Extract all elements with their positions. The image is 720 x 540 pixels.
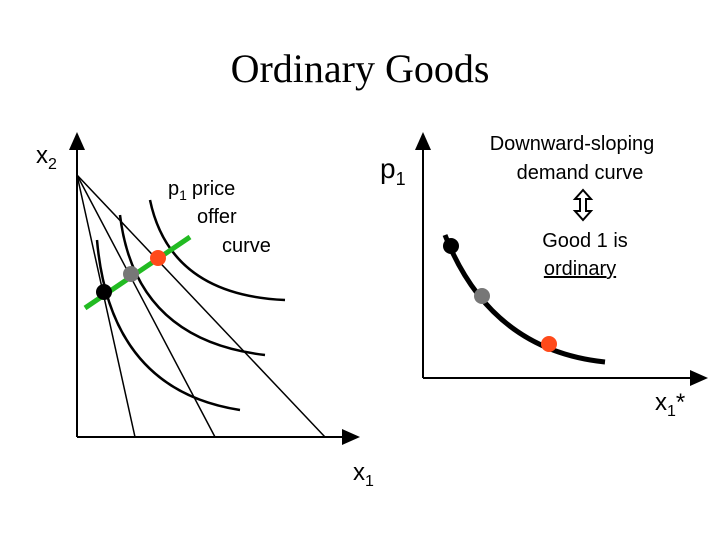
point bbox=[123, 266, 139, 282]
label-sub: 1 bbox=[365, 473, 374, 490]
point bbox=[541, 336, 557, 352]
demand-curve bbox=[442, 234, 606, 365]
indifference-curve bbox=[118, 214, 266, 357]
label-sub: 1 bbox=[179, 187, 187, 203]
note: Good 1 is bbox=[542, 230, 628, 252]
caption: Downward-sloping bbox=[490, 133, 655, 155]
indifference-curve bbox=[148, 199, 286, 302]
y-axis-label: x2 bbox=[36, 142, 57, 173]
label-line: price bbox=[192, 178, 235, 200]
point bbox=[150, 250, 166, 266]
label-base: x bbox=[36, 142, 48, 169]
point bbox=[96, 284, 112, 300]
point bbox=[474, 288, 490, 304]
budget-line bbox=[76, 174, 216, 438]
indifference-curve bbox=[95, 239, 241, 412]
right-diagram: p1 x1* Downward-sloping demand curve Goo… bbox=[380, 132, 708, 420]
label-sup: * bbox=[676, 389, 685, 416]
double-arrow bbox=[572, 188, 594, 222]
x-axis-label: x1 bbox=[353, 459, 374, 490]
label-sub: 1 bbox=[667, 403, 676, 420]
label-sub: 1 bbox=[396, 169, 406, 189]
title: Ordinary Goods bbox=[231, 46, 490, 91]
offer-curve-label: curve bbox=[222, 235, 271, 257]
left-diagram: x2 x1 p1 price offer curve bbox=[36, 132, 374, 490]
caption: demand curve bbox=[517, 162, 644, 184]
label-base: x bbox=[655, 389, 667, 416]
budget-line bbox=[76, 174, 326, 438]
note: ordinary bbox=[544, 258, 616, 280]
label-base: x bbox=[353, 459, 365, 486]
y-axis-label: p1 bbox=[380, 153, 406, 189]
label-base: p bbox=[168, 178, 179, 200]
offer-curve-label: p1 price bbox=[168, 178, 235, 203]
offer-curve-label: offer bbox=[197, 206, 237, 228]
x-axis-label: x1* bbox=[655, 389, 685, 420]
point bbox=[443, 238, 459, 254]
label-base: p bbox=[380, 153, 396, 184]
budget-line bbox=[76, 174, 136, 438]
label-sub: 2 bbox=[48, 156, 57, 173]
